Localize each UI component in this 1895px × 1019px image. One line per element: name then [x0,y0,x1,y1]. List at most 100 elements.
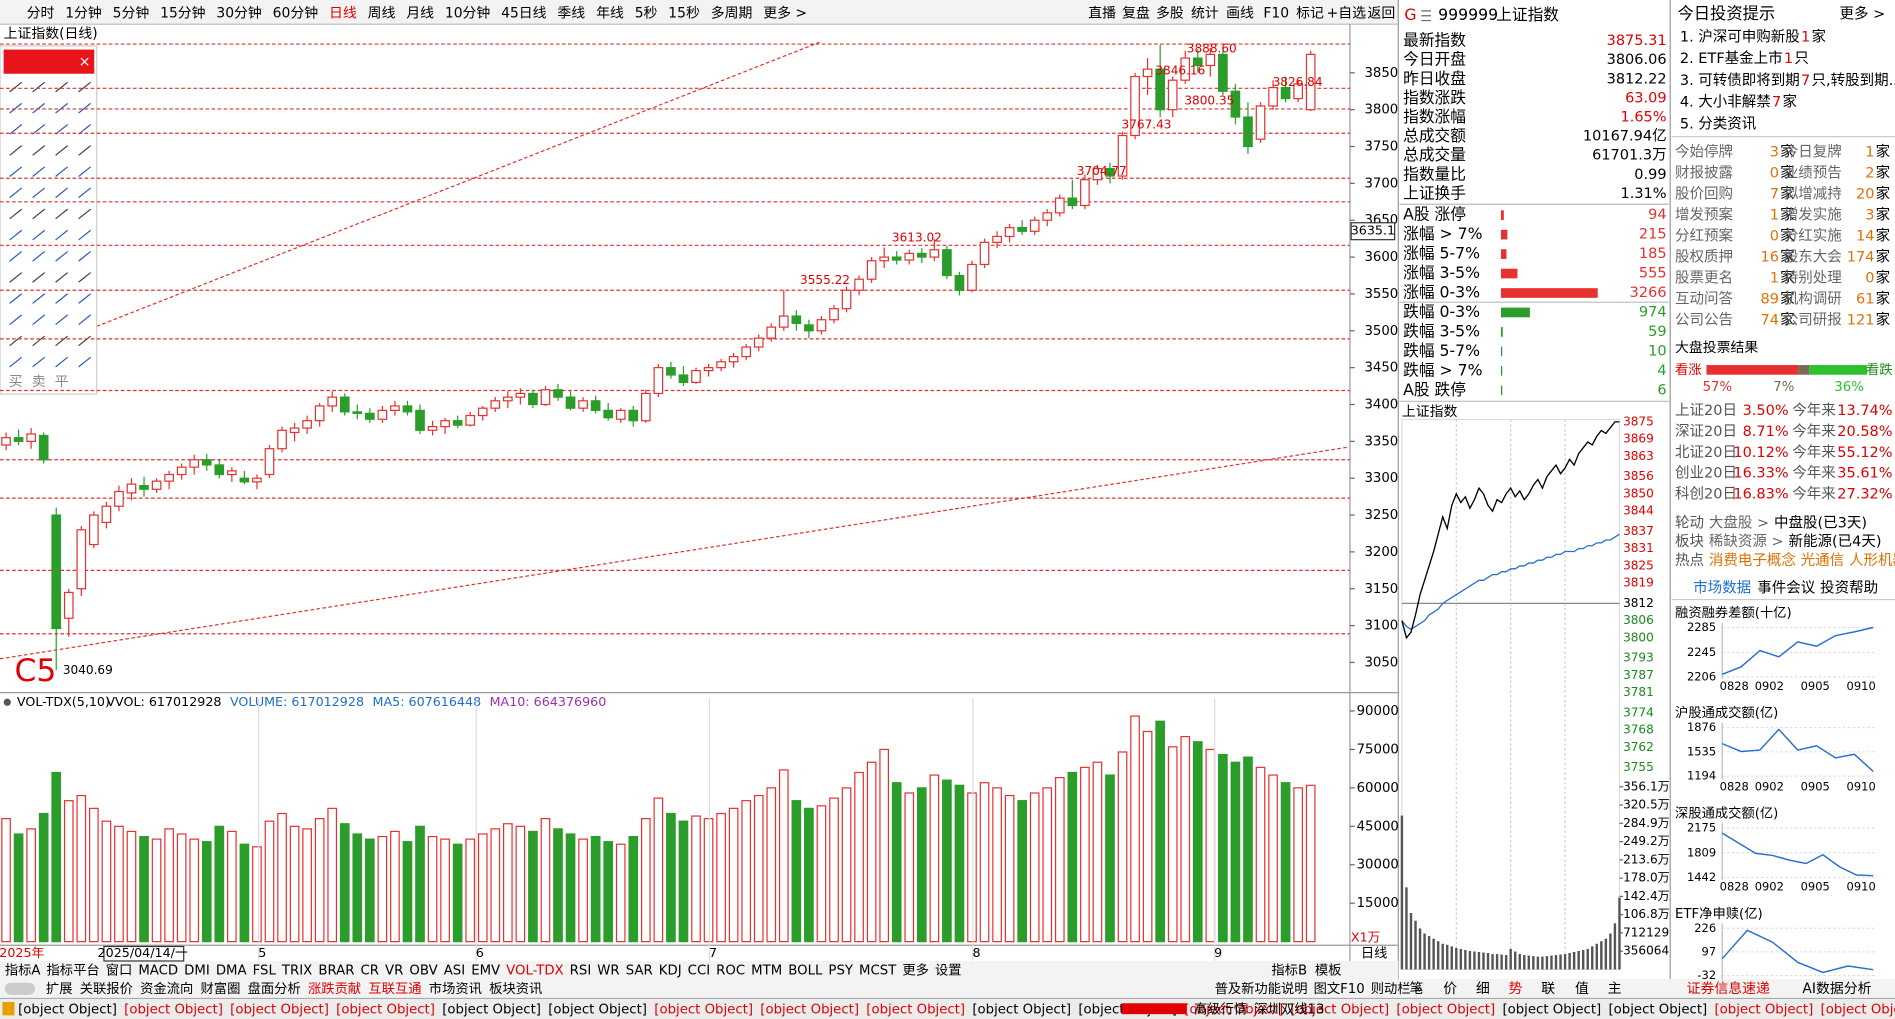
tip-item[interactable]: 家 [1782,94,1796,111]
tool-icon[interactable] [55,356,69,368]
tool-icon[interactable] [78,293,92,304]
tool-icon[interactable] [78,356,92,368]
indicator-tab[interactable]: CR [361,964,380,979]
tool-icon[interactable] [32,250,46,262]
side-tab[interactable]: 值 [1575,981,1589,997]
tool-icon[interactable] [78,314,92,326]
toggle[interactable] [4,982,36,995]
tool-icon[interactable] [9,335,23,347]
ext-tab[interactable]: 资金流向 [140,981,193,997]
period-tab[interactable]: 1分钟 [65,4,102,21]
indicator-tab[interactable]: 指标A [5,963,41,979]
tool-icon[interactable] [78,208,92,220]
tool-icon[interactable] [9,187,23,199]
period-tab[interactable]: 15秒 [668,5,700,21]
indicator-tab[interactable]: ROC [716,964,745,979]
tool-icon[interactable] [32,187,46,199]
tip-item[interactable]: 7 [1772,95,1781,111]
tool-icon[interactable] [78,166,92,177]
period-tab[interactable]: 5分钟 [113,4,150,21]
indicator-tab[interactable]: 更多 [902,962,929,979]
tool-icon[interactable] [55,250,69,262]
side-tab[interactable]: 细 [1476,981,1490,997]
tool-icon[interactable] [9,208,23,220]
tool-icon[interactable] [55,335,69,347]
tool-tab[interactable]: 多股 [1156,4,1184,21]
tip-item[interactable]: 1. 沪深可申购新股 [1680,28,1800,45]
tool-icon[interactable] [32,272,46,283]
trade-button[interactable]: 卖 [32,374,46,390]
indicator-tab[interactable]: DMA [216,964,247,979]
tool-icon[interactable] [32,335,46,347]
tool-icon[interactable] [9,229,23,241]
tool-icon[interactable] [78,81,92,93]
period-tab[interactable]: 日线 [329,5,357,21]
ext-tab[interactable]: 市场资讯 [429,980,482,997]
period-tab[interactable]: 60分钟 [273,4,318,21]
trade-button[interactable]: 平 [55,374,69,390]
ext-tab[interactable]: 关联报价 [80,981,133,997]
tip-item[interactable]: 1 [1801,29,1810,45]
tool-icon[interactable] [55,229,69,241]
period-tab[interactable]: 10分钟 [445,4,490,21]
tool-icon[interactable] [9,356,23,368]
data-tab[interactable]: 市场数据 [1693,580,1751,597]
info-tab[interactable]: 证券信息速递 [1687,980,1770,997]
indicator-tab[interactable]: DMI [184,964,210,979]
period-tab[interactable]: 15分钟 [160,4,205,21]
ext-tab[interactable]: 板块资讯 [489,981,542,997]
tool-tab[interactable]: 标记 [1296,5,1324,21]
indicator-tab[interactable]: RSI [570,964,592,979]
tool-tab[interactable]: F10 [1263,5,1289,21]
tool-icon[interactable] [78,124,92,135]
tool-tab[interactable]: +自选 [1327,5,1366,21]
tool-icon[interactable] [9,250,23,262]
indicator-tab[interactable]: SAR [626,964,653,979]
tip-item[interactable]: 只,转股到期... [1811,72,1895,89]
period-tab[interactable]: 周线 [368,5,396,21]
indicator-tab[interactable]: 窗口 [106,962,133,979]
side-tab[interactable]: 笔 [1409,981,1423,997]
side-tab[interactable]: 价 [1443,981,1457,997]
tip-item[interactable]: 只 [1794,51,1808,67]
trade-button[interactable]: 买 [9,374,23,390]
tool-icon[interactable] [32,208,46,220]
indicator-tab[interactable]: PSY [828,964,853,979]
indicator-tab[interactable]: 指标平台 [47,963,100,979]
period-tab[interactable]: 多周期 [711,4,753,21]
period-tab[interactable]: 30分钟 [216,4,261,21]
tool-icon[interactable] [55,145,69,156]
close-icon[interactable] [80,57,89,66]
side-tab[interactable]: 势 [1509,981,1523,997]
period-tab[interactable]: 年线 [596,5,624,21]
period-tab[interactable]: 季线 [557,5,585,21]
indicator-tab[interactable]: MTM [751,964,782,979]
ext-tab[interactable]: 普及新功能说明 [1215,981,1308,997]
tool-icon[interactable] [9,272,23,283]
tool-icon[interactable] [78,229,92,241]
menu-icon[interactable] [1421,10,1431,22]
indicator-tab[interactable]: OBV [409,964,437,979]
tip-item[interactable]: 2. ETF基金上市 [1680,50,1783,67]
period-tab[interactable]: 45日线 [501,5,547,21]
indicator-tab[interactable]: TRIX [281,964,312,979]
tool-icon[interactable] [32,124,46,135]
period-tab[interactable]: 月线 [406,5,434,21]
tip-item[interactable]: 家 [1811,28,1825,45]
indicator-tab[interactable]: 指标B [1271,963,1307,979]
tool-icon[interactable] [55,272,69,283]
tool-icon[interactable] [32,102,46,114]
tool-icon[interactable] [32,229,46,241]
period-tab[interactable]: 5秒 [635,5,658,21]
tip-item[interactable]: 3. 可转债即将到期 [1680,72,1800,89]
tool-icon[interactable] [55,293,69,304]
tip-item[interactable]: 7 [1801,73,1810,89]
indicator-tab[interactable]: EMV [471,964,500,979]
tool-tab[interactable]: 直播 [1088,4,1116,21]
tool-icon[interactable] [55,187,69,199]
period-tab[interactable]: 更多 > [763,4,807,21]
ext-tab[interactable]: 涨跌贡献 [308,981,361,997]
tip-item[interactable]: 5. 分类资讯 [1680,116,1757,133]
indicator-tab[interactable]: ASI [444,964,465,979]
side-tab[interactable]: 联 [1541,981,1555,997]
